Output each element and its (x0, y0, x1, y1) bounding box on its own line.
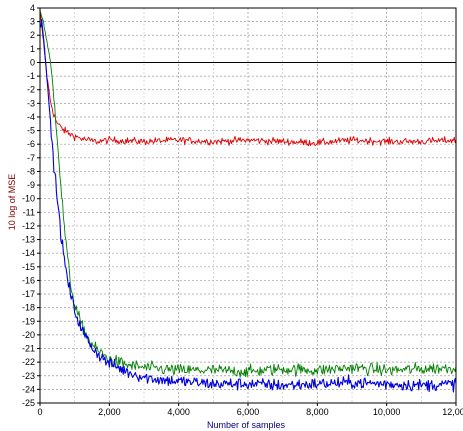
y-tick-label: -22 (22, 357, 35, 367)
y-tick-label: -6 (27, 139, 35, 149)
y-tick-label: -9 (27, 180, 35, 190)
y-tick-label: -13 (22, 235, 35, 245)
y-tick-label: -12 (22, 221, 35, 231)
y-axis-ticks: 4 3 2 1 0 -1 -2 -3 -4 -5 -6 -7 -8 -9 -10 -11 -12 -13 -14 -1… (22, 3, 40, 408)
x-tick-label: 2,000 (98, 407, 121, 417)
y-tick-label: -4 (27, 112, 35, 122)
y-tick-label: -1 (27, 71, 35, 81)
y-axis-label: 10 log of MSE (7, 174, 17, 231)
y-tick-label: -19 (22, 316, 35, 326)
series-layer (39, 9, 457, 393)
y-tick-label: 0 (30, 57, 35, 67)
y-tick-label: -16 (22, 275, 35, 285)
y-tick-label: -15 (22, 262, 35, 272)
x-tick-label: 12,000 (442, 407, 463, 417)
x-tick-label: 4,000 (167, 407, 190, 417)
y-tick-label: -5 (27, 126, 35, 136)
y-tick-label: 3 (30, 17, 35, 27)
x-tick-label: 0 (37, 407, 42, 417)
y-tick-label: -11 (23, 207, 35, 217)
y-tick-label: -18 (22, 303, 35, 313)
y-tick-label: -24 (22, 384, 35, 394)
y-tick-label: 4 (30, 3, 35, 13)
y-tick-label: -20 (22, 330, 35, 340)
x-axis-label: Number of samples (207, 420, 286, 430)
y-tick-label: -2 (27, 85, 35, 95)
y-tick-label: 2 (30, 30, 35, 40)
series-line-1 (39, 9, 457, 147)
y-tick-label: -3 (27, 98, 35, 108)
grid (39, 7, 457, 404)
y-tick-label: -14 (22, 248, 35, 258)
y-tick-label: -8 (27, 166, 35, 176)
x-tick-label: 10,000 (373, 407, 401, 417)
x-tick-label: 8,000 (306, 407, 329, 417)
y-tick-label: -25 (22, 398, 35, 408)
y-tick-label: -7 (27, 153, 35, 163)
x-tick-label: 6,000 (237, 407, 260, 417)
y-tick-label: -21 (22, 344, 35, 354)
x-axis-ticks: 0 2,000 4,000 6,000 8,000 10,000 12,000 (37, 403, 463, 417)
y-tick-label: -10 (22, 194, 35, 204)
y-tick-label: 1 (30, 44, 35, 54)
y-tick-label: -23 (22, 371, 35, 381)
series-line-2 (39, 11, 457, 378)
series-line-3 (39, 18, 457, 393)
y-tick-label: -17 (22, 289, 35, 299)
